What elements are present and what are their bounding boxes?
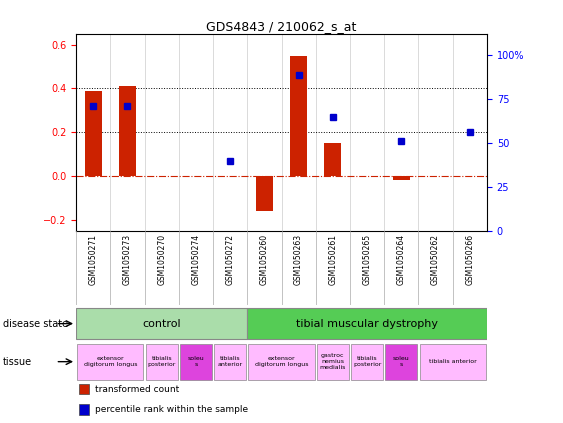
Bar — [76, 308, 247, 339]
Text: GSM1050270: GSM1050270 — [157, 234, 166, 286]
Text: GSM1050274: GSM1050274 — [191, 234, 200, 286]
Text: GSM1050264: GSM1050264 — [397, 234, 406, 286]
Bar — [247, 308, 487, 339]
Text: GSM1050273: GSM1050273 — [123, 234, 132, 286]
Bar — [324, 143, 341, 176]
Text: soleu
s: soleu s — [393, 356, 410, 367]
Text: control: control — [142, 319, 181, 329]
Text: extensor
digitorum longus: extensor digitorum longus — [83, 356, 137, 367]
Bar — [84, 91, 102, 176]
Bar — [145, 344, 178, 379]
Text: tibialis
posterior: tibialis posterior — [353, 356, 381, 367]
Text: GSM1050265: GSM1050265 — [363, 234, 372, 286]
Text: transformed count: transformed count — [95, 385, 179, 394]
Text: GSM1050262: GSM1050262 — [431, 234, 440, 285]
Text: GSM1050263: GSM1050263 — [294, 234, 303, 286]
Text: tissue: tissue — [3, 357, 32, 367]
Bar — [256, 176, 273, 211]
Text: disease state: disease state — [3, 319, 68, 329]
Text: tibial muscular dystrophy: tibial muscular dystrophy — [296, 319, 438, 329]
Text: GSM1050260: GSM1050260 — [260, 234, 269, 286]
Bar — [290, 56, 307, 176]
Text: tibialis anterior: tibialis anterior — [429, 359, 477, 364]
Bar — [119, 86, 136, 176]
Text: percentile rank within the sample: percentile rank within the sample — [95, 405, 248, 414]
Text: GSM1050271: GSM1050271 — [88, 234, 97, 285]
Bar — [419, 344, 486, 379]
Bar — [248, 344, 315, 379]
Bar — [77, 344, 144, 379]
Bar — [214, 344, 246, 379]
Text: GSM1050266: GSM1050266 — [466, 234, 475, 286]
Text: tibialis
posterior: tibialis posterior — [148, 356, 176, 367]
Bar — [385, 344, 418, 379]
Bar — [351, 344, 383, 379]
Text: GSM1050261: GSM1050261 — [328, 234, 337, 285]
Text: extensor
digitorum longus: extensor digitorum longus — [254, 356, 309, 367]
Text: tibialis
anterior: tibialis anterior — [217, 356, 243, 367]
Text: gastroc
nemius
medialis: gastroc nemius medialis — [320, 353, 346, 370]
Bar — [393, 176, 410, 180]
Bar — [180, 344, 212, 379]
Text: soleu
s: soleu s — [187, 356, 204, 367]
Text: GSM1050272: GSM1050272 — [226, 234, 235, 285]
Bar — [317, 344, 349, 379]
Title: GDS4843 / 210062_s_at: GDS4843 / 210062_s_at — [206, 20, 357, 33]
